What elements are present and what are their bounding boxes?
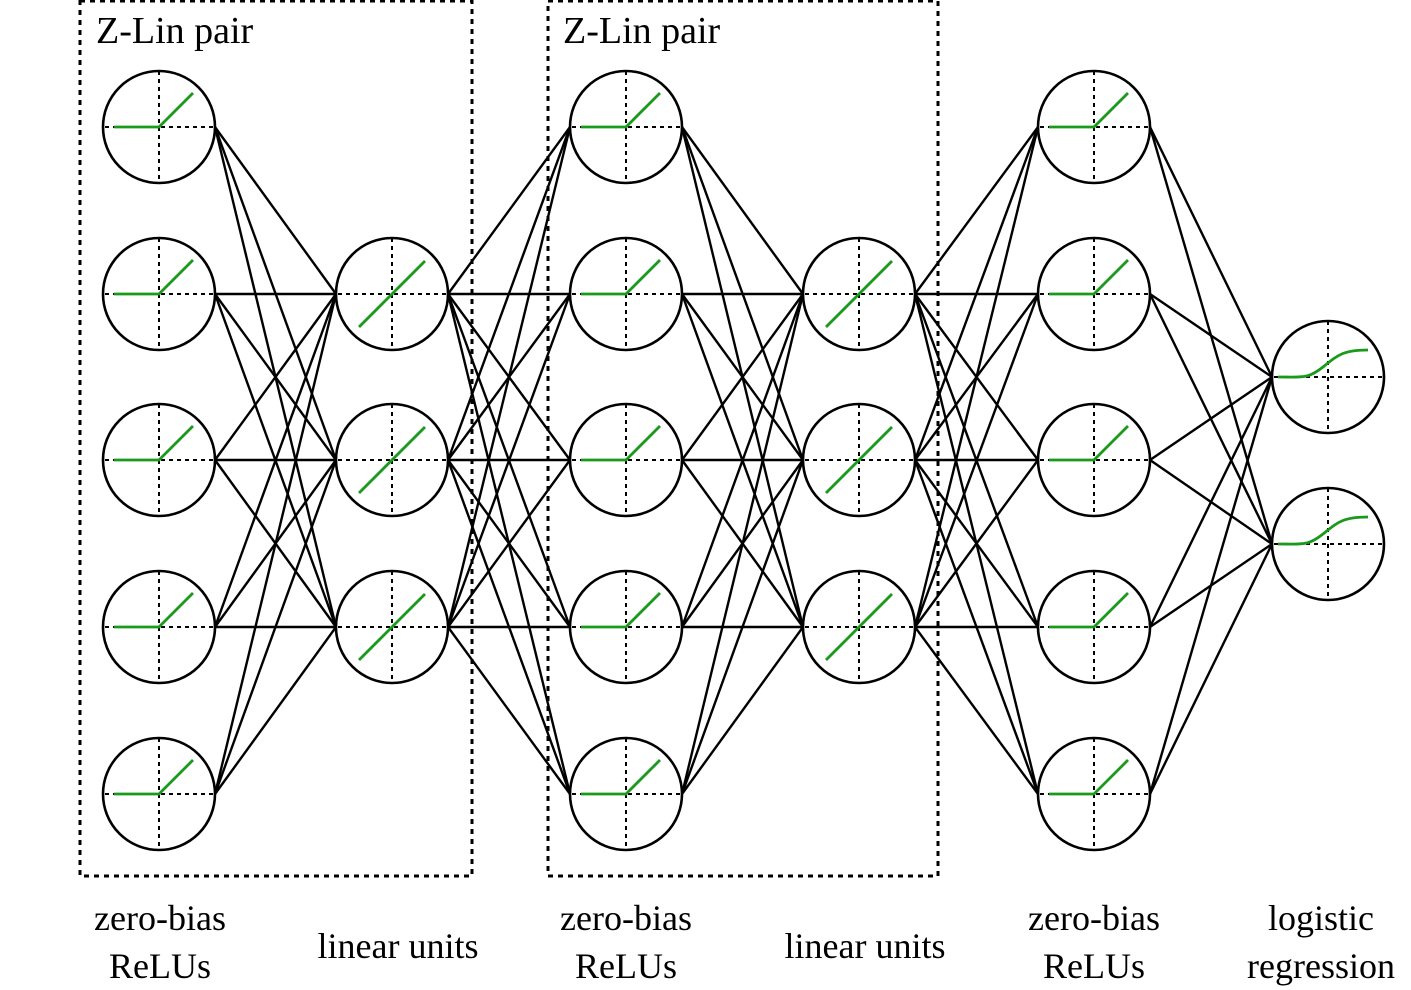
connection-3-1-1	[681, 126, 804, 295]
layer-label-5-line1: zero-bias	[1028, 898, 1160, 938]
layer-label-4: linear units	[765, 922, 965, 970]
relu-activation-curve	[1049, 759, 1129, 796]
neuron-linear-2-3	[334, 569, 450, 685]
neuron-relu-3-4	[568, 569, 684, 685]
neuron-relu-1-5	[101, 736, 217, 852]
layer-label-2: linear units	[298, 922, 498, 970]
connection-2-3-5	[447, 626, 571, 795]
neuron-relu-1-3	[101, 402, 217, 518]
group-title-2: Z-Lin pair	[563, 10, 721, 52]
linear-activation-curve	[825, 260, 893, 328]
relu-activation-curve	[114, 425, 194, 462]
layer-label-3-line2: ReLUs	[575, 946, 677, 986]
connection-4-2-1	[913, 126, 1040, 461]
connection-2-2-1	[446, 126, 572, 461]
relu-activation-curve	[114, 92, 194, 129]
neuron-logistic-6-2	[1270, 486, 1386, 602]
neuron-linear-4-1	[801, 236, 917, 352]
linear-activation-curve	[358, 426, 426, 494]
connection-1-5-1	[213, 293, 338, 795]
neuron-relu-5-3	[1036, 402, 1152, 518]
layer-label-2-line1: linear units	[317, 926, 479, 966]
neuron-relu-1-2	[101, 236, 217, 352]
layer-label-4-line1: linear units	[784, 926, 946, 966]
connection-3-5-3	[681, 626, 804, 795]
layer-label-6-line2: regression	[1247, 946, 1395, 986]
relu-activation-curve	[1049, 92, 1129, 129]
neuron-relu-3-3	[568, 402, 684, 518]
group-title-1: Z-Lin pair	[96, 10, 254, 52]
relu-activation-curve	[1049, 425, 1129, 462]
connection-1-5-2	[213, 459, 338, 795]
connection-3-3-1	[681, 293, 804, 461]
connection-3-5-2	[680, 459, 805, 795]
logistic-activation-curve	[1277, 515, 1369, 546]
layer-label-1: zero-bias ReLUs	[60, 894, 260, 990]
connection-2-3-3	[447, 459, 571, 628]
neuron-relu-3-5	[568, 736, 684, 852]
connection-3-4-1	[680, 293, 805, 628]
z-lin-pair-box-2	[546, 0, 940, 878]
relu-activation-curve	[581, 592, 661, 629]
relu-activation-curve	[114, 259, 194, 296]
connection-4-3-5	[914, 626, 1039, 795]
neuron-linear-4-2	[801, 402, 917, 518]
neuron-relu-5-4	[1036, 569, 1152, 685]
connection-1-3-1	[214, 293, 337, 461]
connection-2-3-2	[446, 293, 572, 628]
layer-label-1-line2: ReLUs	[109, 946, 211, 986]
neuron-logistic-6-1	[1270, 319, 1386, 435]
connection-5-2-1	[1149, 293, 1273, 378]
relu-activation-curve	[581, 92, 661, 129]
linear-activation-curve	[358, 260, 426, 328]
connection-5-4-1	[1148, 376, 1274, 628]
layer-label-5-line2: ReLUs	[1043, 946, 1145, 986]
neuron-linear-2-2	[334, 402, 450, 518]
connection-4-3-1	[913, 126, 1040, 628]
connection-1-5-3	[214, 626, 337, 795]
neuron-relu-5-1	[1036, 69, 1152, 185]
connection-4-3-2	[913, 293, 1040, 628]
layer-label-6: logistic regression	[1236, 894, 1406, 990]
neuron-linear-4-3	[801, 569, 917, 685]
connection-5-5-2	[1148, 543, 1274, 795]
connection-4-1-1	[914, 126, 1039, 295]
relu-activation-curve	[581, 759, 661, 796]
connection-5-1-1	[1148, 126, 1274, 378]
layer-label-3-line1: zero-bias	[560, 898, 692, 938]
z-lin-pair-box-1	[78, 0, 474, 878]
layer-label-3: zero-bias ReLUs	[526, 894, 726, 990]
neuron-relu-1-4	[101, 569, 217, 685]
layer-label-6-line1: logistic	[1268, 898, 1374, 938]
relu-activation-curve	[114, 592, 194, 629]
linear-activation-curve	[825, 426, 893, 494]
connection-5-5-1	[1148, 376, 1274, 795]
neuron-relu-3-2	[568, 236, 684, 352]
relu-activation-curve	[581, 259, 661, 296]
connection-5-3-1	[1149, 376, 1273, 461]
relu-activation-curve	[114, 759, 194, 796]
connection-1-1-1	[214, 126, 337, 295]
relu-activation-curve	[581, 425, 661, 462]
linear-activation-curve	[825, 593, 893, 661]
neuron-relu-5-5	[1036, 736, 1152, 852]
logistic-activation-curve	[1277, 348, 1369, 379]
linear-activation-curve	[358, 593, 426, 661]
connection-1-4-1	[213, 293, 338, 628]
neuron-relu-1-1	[101, 69, 217, 185]
connection-3-5-1	[680, 293, 805, 795]
connection-4-3-3	[914, 459, 1039, 628]
neuron-relu-5-2	[1036, 236, 1152, 352]
relu-activation-curve	[1049, 259, 1129, 296]
neuron-relu-3-1	[568, 69, 684, 185]
connection-2-1-1	[447, 126, 571, 295]
relu-activation-curve	[1049, 592, 1129, 629]
layer-label-5: zero-bias ReLUs	[994, 894, 1194, 990]
layer-label-1-line1: zero-bias	[94, 898, 226, 938]
connection-2-3-1	[446, 126, 572, 628]
neuron-linear-2-1	[334, 236, 450, 352]
